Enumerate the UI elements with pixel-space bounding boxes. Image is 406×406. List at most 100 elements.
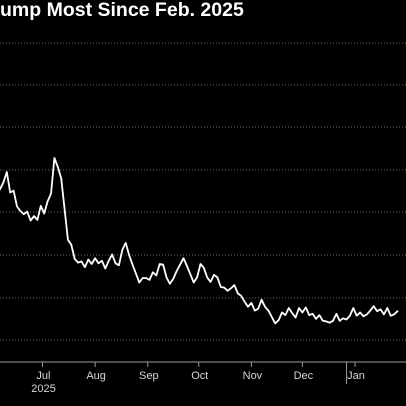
x-tick-label-jan: Jan bbox=[347, 370, 365, 382]
data-point bbox=[142, 277, 143, 278]
data-point bbox=[200, 263, 201, 264]
data-point bbox=[298, 307, 299, 308]
data-point bbox=[176, 270, 177, 271]
data-point bbox=[230, 288, 231, 289]
data-point bbox=[159, 263, 160, 264]
data-point bbox=[343, 318, 344, 319]
data-point bbox=[40, 205, 41, 206]
data-point bbox=[268, 310, 269, 311]
data-point bbox=[213, 274, 214, 275]
data-point bbox=[163, 264, 164, 265]
data-point bbox=[186, 265, 187, 266]
data-point bbox=[360, 312, 361, 313]
data-point bbox=[16, 206, 17, 207]
data-point bbox=[383, 314, 384, 315]
data-point bbox=[370, 310, 371, 311]
data-point bbox=[271, 316, 272, 317]
data-point bbox=[332, 320, 333, 321]
data-point bbox=[394, 314, 395, 315]
data-point bbox=[305, 307, 306, 308]
data-point bbox=[146, 277, 147, 278]
data-point bbox=[207, 277, 208, 278]
data-point bbox=[397, 311, 398, 312]
data-point bbox=[251, 302, 252, 303]
data-point bbox=[112, 254, 113, 255]
series-layer bbox=[0, 157, 399, 325]
data-point bbox=[264, 306, 265, 307]
chart-title: ump Most Since Feb. 2025 bbox=[0, 0, 244, 21]
data-point bbox=[353, 307, 354, 308]
data-point bbox=[322, 320, 323, 321]
x-year-label: 2025 bbox=[31, 383, 55, 395]
x-axis: Jul Aug Sep Oct Nov Dec Jan 2025 bbox=[31, 362, 365, 395]
data-point bbox=[71, 244, 72, 245]
data-point bbox=[339, 320, 340, 321]
data-point bbox=[244, 301, 245, 302]
data-point bbox=[84, 267, 85, 268]
data-point bbox=[356, 315, 357, 316]
data-point bbox=[91, 263, 92, 264]
x-tick-label-oct: Oct bbox=[191, 370, 208, 382]
series-line bbox=[0, 157, 399, 325]
data-point bbox=[61, 178, 62, 179]
data-point bbox=[278, 320, 279, 321]
data-point bbox=[217, 277, 218, 278]
data-point bbox=[210, 281, 211, 282]
data-point bbox=[387, 307, 388, 308]
data-point bbox=[88, 259, 89, 260]
data-point bbox=[74, 258, 75, 259]
data-point bbox=[30, 220, 31, 221]
data-point bbox=[183, 258, 184, 259]
data-point bbox=[10, 192, 11, 193]
data-point bbox=[101, 260, 102, 261]
x-tick-label-dec: Dec bbox=[294, 370, 314, 382]
data-point bbox=[108, 260, 109, 261]
data-point bbox=[115, 263, 116, 264]
data-point bbox=[363, 316, 364, 317]
data-point bbox=[44, 213, 45, 214]
data-point bbox=[190, 274, 191, 275]
data-point bbox=[20, 210, 21, 211]
data-point bbox=[54, 157, 55, 158]
data-point bbox=[292, 313, 293, 314]
data-point bbox=[258, 308, 259, 309]
data-point bbox=[203, 267, 204, 268]
data-point bbox=[220, 286, 221, 287]
data-point bbox=[135, 273, 136, 274]
data-point bbox=[81, 261, 82, 262]
data-point bbox=[373, 306, 374, 307]
data-point bbox=[227, 290, 228, 291]
data-point bbox=[64, 209, 65, 210]
data-point bbox=[295, 317, 296, 318]
data-point bbox=[129, 254, 130, 255]
data-point bbox=[98, 263, 99, 264]
data-point bbox=[366, 314, 367, 315]
data-point bbox=[315, 318, 316, 319]
x-tick-label-sep: Sep bbox=[139, 370, 159, 382]
data-point bbox=[139, 282, 140, 283]
data-point bbox=[326, 321, 327, 322]
data-point bbox=[118, 265, 119, 266]
x-tick-label-nov: Nov bbox=[243, 370, 263, 382]
data-point bbox=[312, 313, 313, 314]
x-tick-label-aug: Aug bbox=[86, 370, 106, 382]
data-point bbox=[380, 309, 381, 310]
data-point bbox=[57, 166, 58, 167]
data-point bbox=[152, 272, 153, 273]
data-point bbox=[50, 193, 51, 194]
data-point bbox=[390, 315, 391, 316]
data-point bbox=[281, 312, 282, 313]
data-point bbox=[285, 315, 286, 316]
data-point bbox=[193, 282, 194, 283]
data-point bbox=[349, 315, 350, 316]
gridlines bbox=[0, 42, 406, 363]
data-point bbox=[3, 182, 4, 183]
data-point bbox=[319, 315, 320, 316]
data-point bbox=[78, 262, 79, 263]
data-point bbox=[23, 214, 24, 215]
data-point bbox=[346, 319, 347, 320]
data-point bbox=[302, 312, 303, 313]
data-point bbox=[67, 239, 68, 240]
